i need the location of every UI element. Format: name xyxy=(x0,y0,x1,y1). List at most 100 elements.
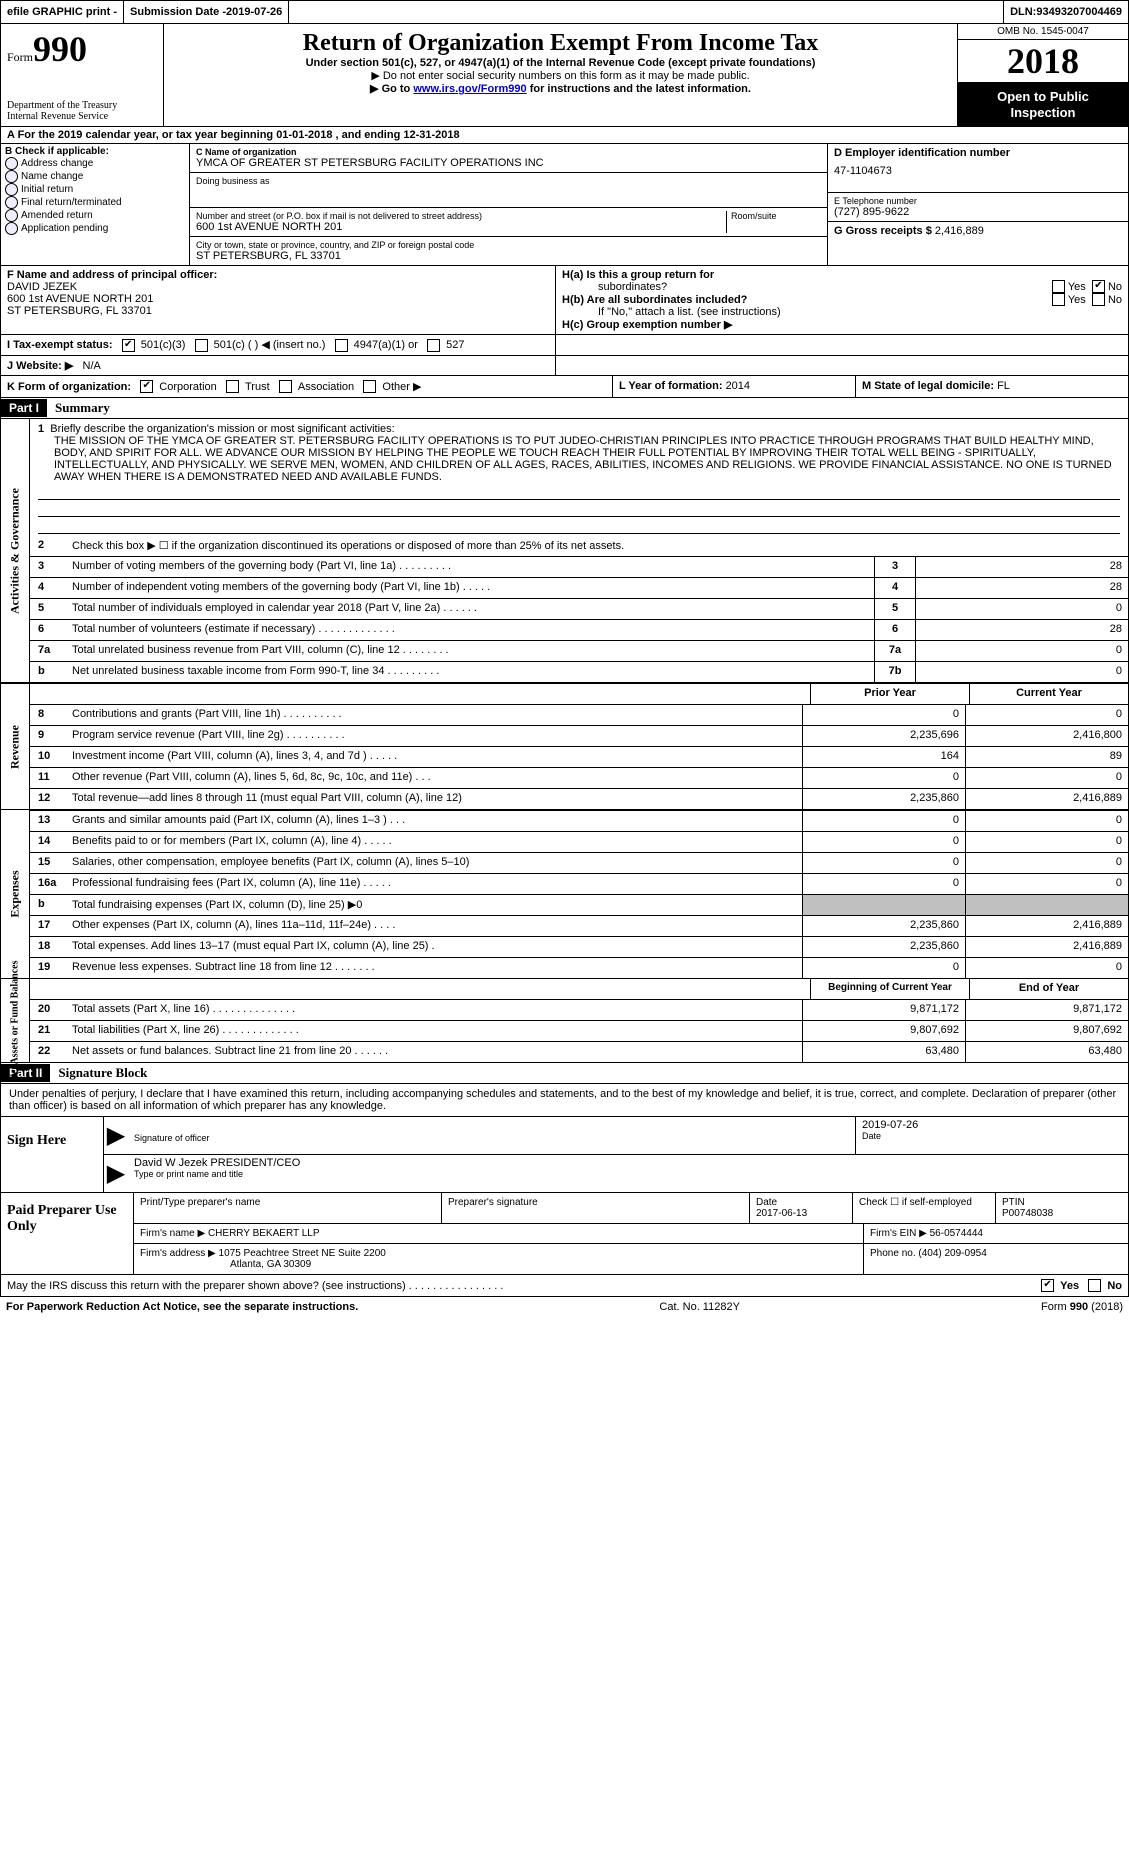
prep-date-value: 2017-06-13 xyxy=(756,1208,846,1219)
page-footer: For Paperwork Reduction Act Notice, see … xyxy=(0,1297,1129,1317)
prior-year-header: Prior Year xyxy=(810,684,969,704)
omb-block: OMB No. 1545-0047 2018 Open to Public In… xyxy=(957,24,1128,126)
sig-officer-cell: Signature of officer xyxy=(128,1117,856,1154)
row-box: 6 xyxy=(874,620,915,640)
row-value: 0 xyxy=(915,599,1128,619)
part1-badge: Part I xyxy=(1,399,47,417)
checkbox-name-change[interactable] xyxy=(5,170,18,183)
ha-no: No xyxy=(1108,281,1122,293)
current-year-header: Current Year xyxy=(969,684,1128,704)
part1-netassets-block: Net Assets or Fund Balances Beginning of… xyxy=(0,979,1129,1063)
row-text: Professional fundraising fees (Part IX, … xyxy=(68,874,802,894)
row-text: Net unrelated business taxable income fr… xyxy=(68,662,874,682)
table-row: 9Program service revenue (Part VIII, lin… xyxy=(30,725,1128,746)
org-name-label: C Name of organization xyxy=(196,147,821,157)
ha-yes-checkbox[interactable] xyxy=(1052,280,1065,293)
i-501c-checkbox[interactable] xyxy=(195,339,208,352)
row-prior: 0 xyxy=(802,958,965,978)
row-num: 21 xyxy=(30,1021,68,1041)
row-prior: 2,235,696 xyxy=(802,726,965,746)
i-527-checkbox[interactable] xyxy=(427,339,440,352)
opt-amended-return: Amended return xyxy=(21,210,93,221)
sub-title-3: ▶ Go to www.irs.gov/Form990 for instruct… xyxy=(172,82,949,95)
m-label: M State of legal domicile: xyxy=(862,380,997,392)
i-501c3: 501(c)(3) xyxy=(141,339,186,351)
officer-name: DAVID JEZEK xyxy=(7,281,549,293)
row-text: Net assets or fund balances. Subtract li… xyxy=(68,1042,802,1062)
table-row: 16aProfessional fundraising fees (Part I… xyxy=(30,873,1128,894)
discuss-yes-checkbox[interactable] xyxy=(1041,1279,1054,1292)
row-num: 15 xyxy=(30,853,68,873)
section-h: H(a) Is this a group return for subordin… xyxy=(556,266,1128,334)
footer-form-word: Form xyxy=(1041,1301,1070,1313)
i-4947-checkbox[interactable] xyxy=(335,339,348,352)
hb-yes-checkbox[interactable] xyxy=(1052,293,1065,306)
section-k: K Form of organization: Corporation Trus… xyxy=(1,376,613,398)
sig-arrow-1: ▶ xyxy=(104,1117,128,1154)
ein-label: D Employer identification number xyxy=(834,147,1122,159)
k-assoc: Association xyxy=(298,381,354,393)
row-text: Revenue less expenses. Subtract line 18 … xyxy=(68,958,802,978)
k-other-checkbox[interactable] xyxy=(363,380,376,393)
row-current: 2,416,889 xyxy=(965,789,1128,809)
row-current: 9,871,172 xyxy=(965,1000,1128,1020)
ein-cell: D Employer identification number 47-1104… xyxy=(828,144,1128,193)
tax-year: 2018 xyxy=(958,40,1128,83)
table-row: 7aTotal unrelated business revenue from … xyxy=(30,640,1128,661)
row-num: 8 xyxy=(30,705,68,725)
officer-addr2: ST PETERSBURG, FL 33701 xyxy=(7,305,549,317)
k-trust-checkbox[interactable] xyxy=(226,380,239,393)
row-j: J Website: ▶ N/A xyxy=(0,356,1129,376)
table-row: 10Investment income (Part VIII, column (… xyxy=(30,746,1128,767)
row-current: 0 xyxy=(965,811,1128,831)
firm-addr2: Atlanta, GA 30309 xyxy=(230,1259,311,1270)
row-box: 5 xyxy=(874,599,915,619)
row-text: Program service revenue (Part VIII, line… xyxy=(68,726,802,746)
table-row: bTotal fundraising expenses (Part IX, co… xyxy=(30,894,1128,915)
table-row: 18Total expenses. Add lines 13–17 (must … xyxy=(30,936,1128,957)
row-i: I Tax-exempt status: 501(c)(3) 501(c) ( … xyxy=(0,335,1129,356)
street-value: 600 1st AVENUE NORTH 201 xyxy=(196,221,722,233)
prep-row-3: Firm's address ▶ 1075 Peachtree Street N… xyxy=(134,1244,1128,1274)
checkbox-address-change[interactable] xyxy=(5,157,18,170)
row-current: 2,416,889 xyxy=(965,937,1128,957)
row-text: Total number of volunteers (estimate if … xyxy=(68,620,874,640)
section-m: M State of legal domicile: FL xyxy=(856,376,1128,398)
i-501c3-checkbox[interactable] xyxy=(122,339,135,352)
k-corp-checkbox[interactable] xyxy=(140,380,153,393)
discuss-yes: Yes xyxy=(1060,1280,1079,1292)
checkbox-initial-return[interactable] xyxy=(5,183,18,196)
k-corp: Corporation xyxy=(159,381,216,393)
prep-name-label: Print/Type preparer's name xyxy=(134,1193,442,1223)
discuss-row: May the IRS discuss this return with the… xyxy=(0,1275,1129,1297)
checkbox-amended-return[interactable] xyxy=(5,209,18,222)
footer-left: For Paperwork Reduction Act Notice, see … xyxy=(6,1301,358,1313)
section-i: I Tax-exempt status: 501(c)(3) 501(c) ( … xyxy=(1,335,556,355)
dept-irs: Internal Revenue Service xyxy=(7,111,157,122)
row-num: 9 xyxy=(30,726,68,746)
row-num: 5 xyxy=(30,599,68,619)
ptin-label: PTIN xyxy=(1002,1197,1122,1208)
part1-expenses-block: Expenses 13Grants and similar amounts pa… xyxy=(0,810,1129,979)
row-current: 89 xyxy=(965,747,1128,767)
checkbox-application-pending[interactable] xyxy=(5,222,18,235)
checkbox-final-return[interactable] xyxy=(5,196,18,209)
section-b-header: B Check if applicable: xyxy=(5,146,185,157)
row-text: Number of voting members of the governin… xyxy=(68,557,874,577)
ha-no-checkbox[interactable] xyxy=(1092,280,1105,293)
i-4947: 4947(a)(1) or xyxy=(354,339,418,351)
row-box: 3 xyxy=(874,557,915,577)
city-cell: City or town, state or province, country… xyxy=(190,237,827,265)
k-label: K Form of organization: xyxy=(7,381,131,393)
org-name-cell: C Name of organization YMCA OF GREATER S… xyxy=(190,144,827,173)
form990-link[interactable]: www.irs.gov/Form990 xyxy=(413,83,526,95)
k-assoc-checkbox[interactable] xyxy=(279,380,292,393)
table-row: 5Total number of individuals employed in… xyxy=(30,598,1128,619)
hb-no-checkbox[interactable] xyxy=(1092,293,1105,306)
row-current: 0 xyxy=(965,705,1128,725)
firm-phone-label: Phone no. xyxy=(870,1248,918,1259)
discuss-no-checkbox[interactable] xyxy=(1088,1279,1101,1292)
room-cell: Room/suite xyxy=(727,211,821,233)
k-trust: Trust xyxy=(245,381,270,393)
section-fh: F Name and address of principal officer:… xyxy=(0,266,1129,335)
